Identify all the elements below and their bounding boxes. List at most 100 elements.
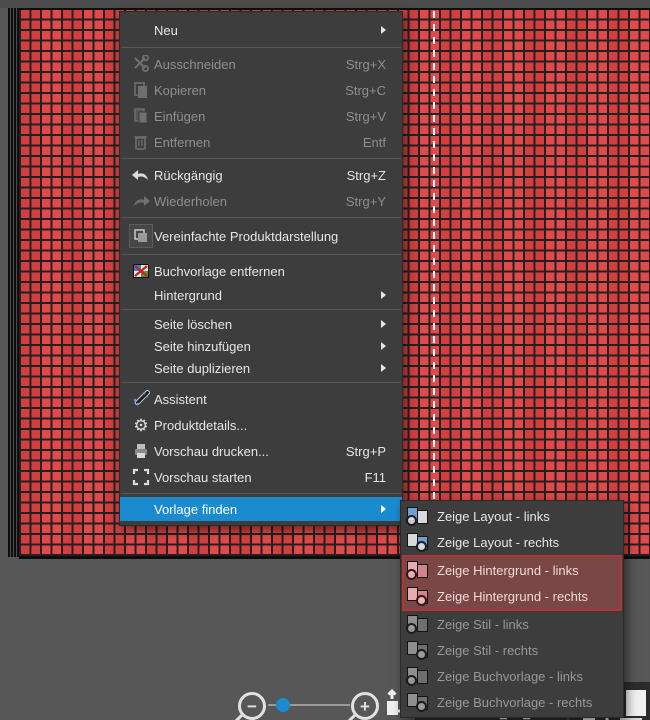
zoom-out-icon[interactable]: − [238,692,266,720]
shortcut-label: Strg+Y [345,193,386,209]
menu-item-buchvorlage-entfernen[interactable]: Buchvorlage entfernen [120,258,402,284]
menu-item-label: Seite duplizieren [154,360,251,376]
page-spread-layout-left-icon [406,507,437,526]
shortcut-label: Strg+X [345,56,386,72]
shortcut-label: Entf [362,134,386,150]
menu-item-seite-loeschen[interactable]: Seite löschen [120,313,402,335]
page-spread-template-left-icon [406,667,437,686]
menu-item-label: Neu [154,22,178,38]
undo-icon [128,167,154,183]
submenu-item-label: Zeige Buchvorlage - links [437,668,583,684]
shortcut-label: Strg+P [345,443,386,459]
scissors-icon [128,55,154,73]
trash-icon [128,133,154,151]
menu-item-label: Buchvorlage entfernen [154,263,285,279]
menu-item-entfernen[interactable]: Entfernen Entf [120,129,402,155]
menu-item-vorschau-starten[interactable]: Vorschau starten F11 [120,464,402,490]
menu-item-wiederholen[interactable]: Wiederholen Strg+Y [120,188,402,214]
simplified-view-icon [128,224,154,248]
menu-item-label: Seite löschen [154,316,233,332]
submenu-item-label: Zeige Layout - rechts [437,534,560,550]
menu-separator [121,309,401,310]
submenu-item-zeige-layout-links[interactable]: Zeige Layout - links [401,503,623,529]
menu-separator [121,254,401,255]
submenu-item-zeige-buchvorlage-rechts[interactable]: Zeige Buchvorlage - rechts [401,689,623,715]
page-spread-background-right-icon [407,587,437,606]
menu-item-label: Einfügen [154,108,206,124]
menu-separator [121,217,401,218]
submenu-item-zeige-hintergrund-links[interactable]: Zeige Hintergrund - links [404,557,620,583]
shortcut-label: F11 [364,469,386,485]
menu-item-label: Vereinfachte Produktdarstellung [154,228,339,244]
submenu-arrow-icon [381,320,386,328]
zoom-in-icon[interactable]: + [351,692,379,720]
submenu-item-zeige-stil-rechts[interactable]: Zeige Stil - rechts [401,637,623,663]
submenu-item-label: Zeige Buchvorlage - rechts [437,694,593,710]
menu-item-label: Rückgängig [154,167,223,183]
menu-item-vorschau-drucken[interactable]: Vorschau drucken... Strg+P [120,438,402,464]
paste-icon [128,107,154,125]
menu-item-label: Vorschau drucken... [154,443,269,459]
menu-item-neu[interactable]: Neu [120,16,402,44]
shortcut-label: Strg+Z [346,167,386,183]
menu-item-kopieren[interactable]: Kopieren Strg+C [120,77,402,103]
submenu-item-label: Zeige Stil - links [437,616,529,632]
menu-separator [121,47,401,48]
submenu-item-zeige-layout-rechts[interactable]: Zeige Layout - rechts [401,529,623,555]
redo-icon [128,193,154,209]
menu-item-label: Entfernen [154,134,211,150]
fullscreen-icon [128,468,154,486]
stacked-pages-icon[interactable] [624,688,648,718]
remove-book-template-icon [128,263,154,279]
submenu-arrow-icon [381,364,386,372]
menu-item-einfuegen[interactable]: Einfügen Strg+V [120,103,402,129]
menu-item-rueckgaengig[interactable]: Rückgängig Strg+Z [120,162,402,188]
submenu-arrow-icon [381,26,386,34]
submenu-item-label: Zeige Hintergrund - links [437,562,579,578]
menu-item-label: Vorlage finden [154,501,238,517]
wand-icon [128,390,154,408]
menu-item-produktdetails[interactable]: ⚙ Produktdetails... [120,412,402,438]
printer-icon [128,442,154,460]
submenu-item-zeige-hintergrund-rechts[interactable]: Zeige Hintergrund - rechts [404,583,620,609]
menu-item-label: Seite hinzufügen [154,338,251,354]
page-spread-template-right-icon [407,693,437,712]
menu-item-label: Ausschneiden [154,56,236,72]
shortcut-label: Strg+V [345,108,386,124]
page-spread-style-left-icon [406,615,437,634]
menu-item-label: Kopieren [154,82,207,98]
page-stack-edge [8,8,19,557]
zoom-slider-track[interactable] [268,704,350,706]
submenu-item-zeige-buchvorlage-links[interactable]: Zeige Buchvorlage - links [401,663,623,689]
menu-item-seite-hinzufuegen[interactable]: Seite hinzufügen [120,335,402,357]
submenu-arrow-icon [381,505,386,513]
submenu-item-zeige-stil-links[interactable]: Zeige Stil - links [401,611,623,637]
menu-item-assistent[interactable]: Assistent [120,386,402,412]
submenu-item-label: Zeige Hintergrund - rechts [437,588,589,604]
copy-icon [128,81,154,99]
menu-separator [121,158,401,159]
page-spread-style-right-icon [407,641,437,660]
vorlage-finden-submenu: Zeige Layout - links Zeige Layout - rech… [400,500,624,718]
menu-item-label: Assistent [154,391,207,407]
menu-item-ausschneiden[interactable]: Ausschneiden Strg+X [120,51,402,77]
menu-item-label: Produktdetails... [154,417,248,433]
menu-separator [121,382,401,383]
menu-item-hintergrund[interactable]: Hintergrund [120,284,402,306]
workspace-top-margin [0,0,650,8]
gear-icon: ⚙ [133,415,149,435]
submenu-arrow-icon [381,291,386,299]
menu-separator [121,493,401,494]
zoom-slider-knob[interactable] [276,698,290,712]
submenu-arrow-icon [381,342,386,350]
menu-item-seite-duplizieren[interactable]: Seite duplizieren [120,357,402,379]
menu-item-label: Wiederholen [154,193,227,209]
submenu-item-label: Zeige Layout - links [437,508,550,524]
context-menu: Neu Ausschneiden Strg+X Kopieren Str [119,11,403,526]
menu-item-label: Vorschau starten [154,469,252,485]
menu-item-vereinfachte-produktdarstellung[interactable]: Vereinfachte Produktdarstellung [120,221,402,251]
page-fold-dashed-line [433,11,435,554]
highlighted-submenu-group: Zeige Hintergrund - links Zeige Hintergr… [402,555,622,611]
menu-item-vorlage-finden[interactable]: Vorlage finden [120,497,402,521]
page-spread-background-left-icon [406,561,437,580]
